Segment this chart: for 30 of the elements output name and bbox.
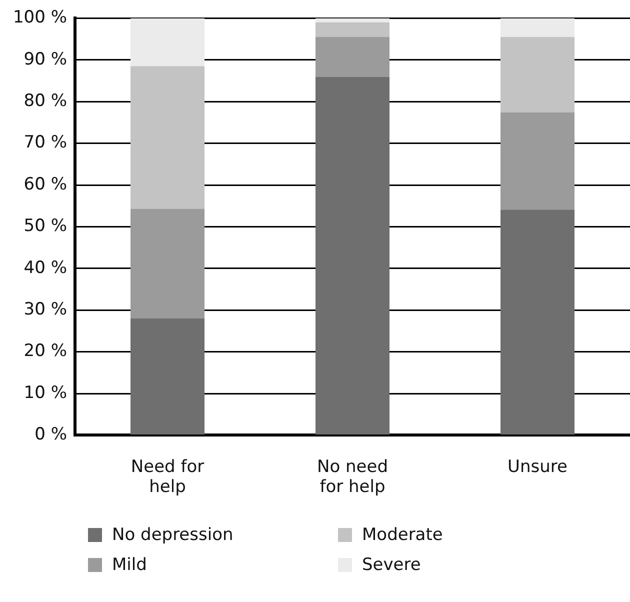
y-tick-label: 10 % [24,382,68,403]
bar [500,18,574,37]
bar [500,210,574,434]
bar [316,36,390,77]
x-tick-label: Need for help [130,456,204,498]
bar [130,66,205,209]
bar [500,36,574,112]
bar [130,208,205,318]
bar [316,18,390,22]
bar [500,112,574,210]
y-tick-label: 30 % [24,300,68,320]
y-tick-label: 100 % [12,8,68,28]
y-tick-label: 0 % [34,424,68,445]
bar [130,18,205,66]
bar [130,318,205,434]
y-tick-label: 70 % [24,132,68,153]
y-tick-label: 60 % [24,174,68,194]
x-tick-label: No need for help [316,456,388,498]
y-tick-label: 50 % [24,216,68,236]
legend-label: Severe [362,555,421,575]
y-tick-label: 80 % [24,91,68,112]
x-tick-label: Unsure [508,456,568,477]
y-tick-label: 40 % [24,258,68,278]
bar [316,76,390,434]
legend-label: No depression [112,525,234,545]
y-tick-label: 90 % [24,49,68,70]
y-tick-label: 20 % [24,341,68,362]
legend-label: Moderate [362,525,443,545]
legend-label: Mild [112,555,147,575]
bar [316,22,390,37]
